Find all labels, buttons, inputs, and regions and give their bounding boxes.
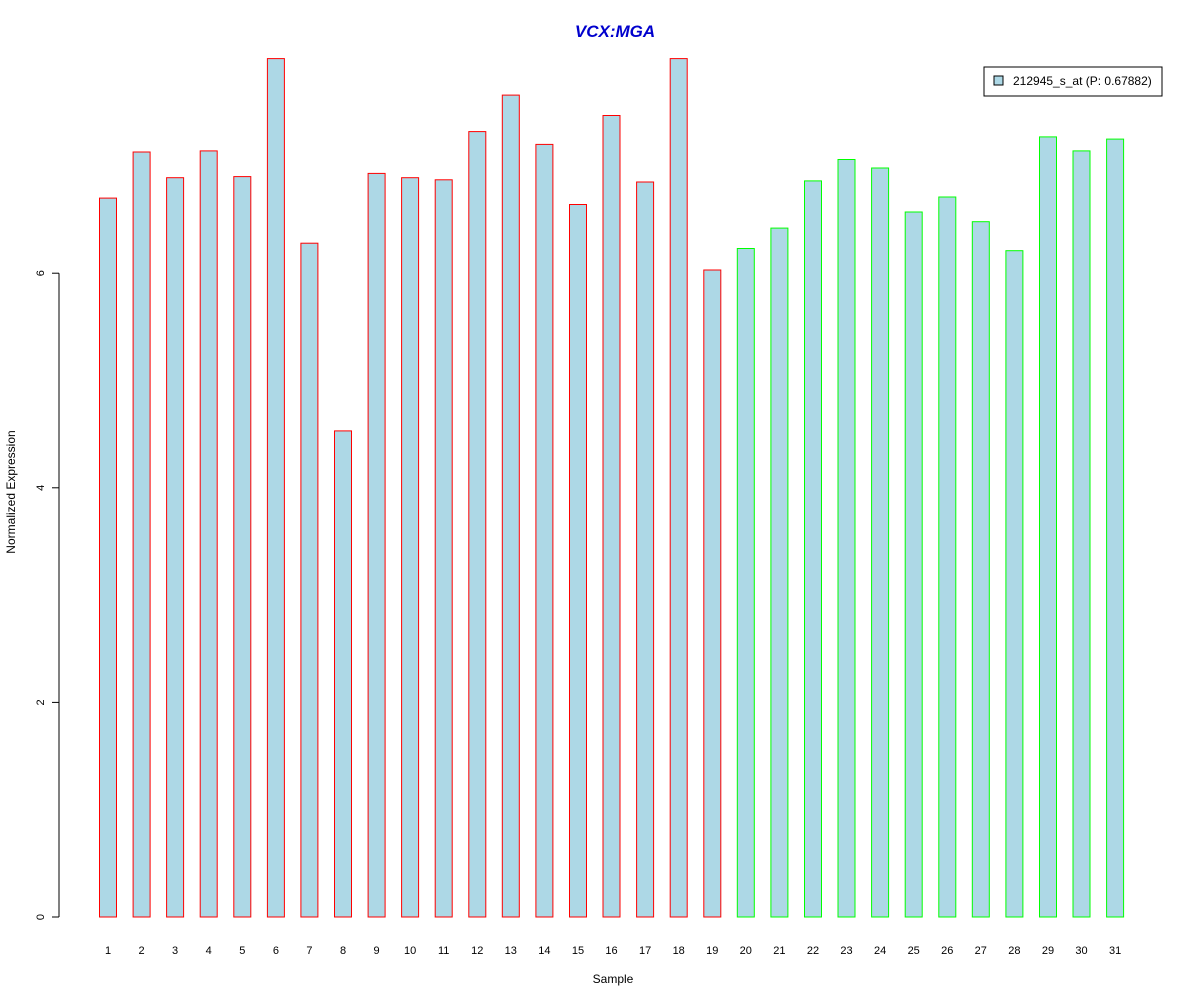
x-tick-label: 10 xyxy=(404,945,416,957)
x-tick-label: 27 xyxy=(975,945,987,957)
y-tick-label: 0 xyxy=(35,914,47,920)
bar-sample-13 xyxy=(501,94,520,918)
x-tick-label: 19 xyxy=(706,945,718,957)
x-tick-label: 31 xyxy=(1109,945,1121,957)
x-tick-label: 20 xyxy=(740,945,752,957)
bar-sample-16 xyxy=(602,115,621,918)
x-tick-label: 6 xyxy=(273,945,279,957)
bar-sample-12 xyxy=(468,131,487,918)
y-axis: 0 2 4 6 xyxy=(35,270,60,920)
x-tick-label: 4 xyxy=(206,945,212,957)
bar-sample-15 xyxy=(569,204,587,918)
x-tick-label: 3 xyxy=(172,945,178,957)
bars xyxy=(99,58,1125,918)
y-tick-label: 6 xyxy=(35,270,47,276)
bar-sample-28 xyxy=(1005,250,1024,918)
x-tick-label: 11 xyxy=(438,945,449,957)
x-tick-label: 29 xyxy=(1042,945,1054,957)
x-tick-label: 15 xyxy=(572,945,584,957)
bar-sample-30 xyxy=(1072,150,1091,918)
bar-sample-19 xyxy=(703,269,722,918)
bar-sample-31 xyxy=(1106,138,1125,918)
bar-sample-9 xyxy=(367,172,386,918)
bar-sample-1 xyxy=(99,197,117,918)
x-tick-label: 1 xyxy=(105,945,111,957)
x-tick-label: 18 xyxy=(673,945,685,957)
y-tick-label: 4 xyxy=(35,485,47,491)
x-tick-label: 7 xyxy=(306,945,312,957)
x-tick-label: 12 xyxy=(471,945,483,957)
x-tick-label: 28 xyxy=(1008,945,1020,957)
x-tick-label: 13 xyxy=(505,945,517,957)
legend-label: 212945_s_at (P: 0.67882) xyxy=(1013,74,1152,88)
x-tick-label: 22 xyxy=(807,945,819,957)
bar-sample-24 xyxy=(871,167,890,918)
x-tick-label: 2 xyxy=(139,945,145,957)
legend-swatch xyxy=(993,75,1004,86)
bar-sample-20 xyxy=(736,248,755,918)
bar-sample-27 xyxy=(971,221,990,918)
x-tick-label: 23 xyxy=(840,945,852,957)
y-axis-label: Normalized Expression xyxy=(4,430,18,553)
x-tick-label: 24 xyxy=(874,945,886,957)
bar-sample-14 xyxy=(535,143,554,918)
x-tick-label: 8 xyxy=(340,945,346,957)
chart-title: VCX:MGA xyxy=(575,22,655,41)
x-tick-label: 9 xyxy=(374,945,380,957)
legend-box xyxy=(983,66,1163,97)
x-tick-label: 16 xyxy=(605,945,617,957)
bar-sample-23 xyxy=(837,159,856,918)
bar-sample-10 xyxy=(401,177,420,918)
legend: 212945_s_at (P: 0.67882) xyxy=(983,66,1163,97)
bar-sample-4 xyxy=(199,150,218,918)
x-tick-label: 25 xyxy=(908,945,920,957)
x-tick-label: 5 xyxy=(239,945,245,957)
x-tick-label: 14 xyxy=(538,945,550,957)
x-tick-label: 21 xyxy=(773,945,785,957)
bar-sample-11 xyxy=(434,179,453,918)
bar-sample-2 xyxy=(132,151,151,918)
x-tick-label: 26 xyxy=(941,945,953,957)
x-tick-label: 30 xyxy=(1075,945,1087,957)
bar-sample-18 xyxy=(669,58,688,918)
bar-sample-7 xyxy=(300,242,319,918)
x-tick-label: 17 xyxy=(639,945,651,957)
bar-sample-21 xyxy=(770,227,789,918)
bar-sample-22 xyxy=(804,180,822,918)
bar-sample-5 xyxy=(233,176,252,918)
bar-sample-29 xyxy=(1039,136,1057,918)
bar-sample-25 xyxy=(904,211,923,918)
bar-sample-3 xyxy=(166,177,185,918)
bar-sample-17 xyxy=(636,181,655,918)
x-tick-labels: 1 2 3 4 5 6 7 8 9 10 11 12 13 14 15 16 17 18 19 20 21 22 23 24 2… xyxy=(105,945,1121,957)
bar-sample-6 xyxy=(266,58,285,918)
bar-sample-8 xyxy=(334,430,352,918)
x-axis-label: Sample xyxy=(593,972,634,986)
bar-sample-26 xyxy=(938,196,957,918)
y-tick-label: 2 xyxy=(35,699,47,705)
